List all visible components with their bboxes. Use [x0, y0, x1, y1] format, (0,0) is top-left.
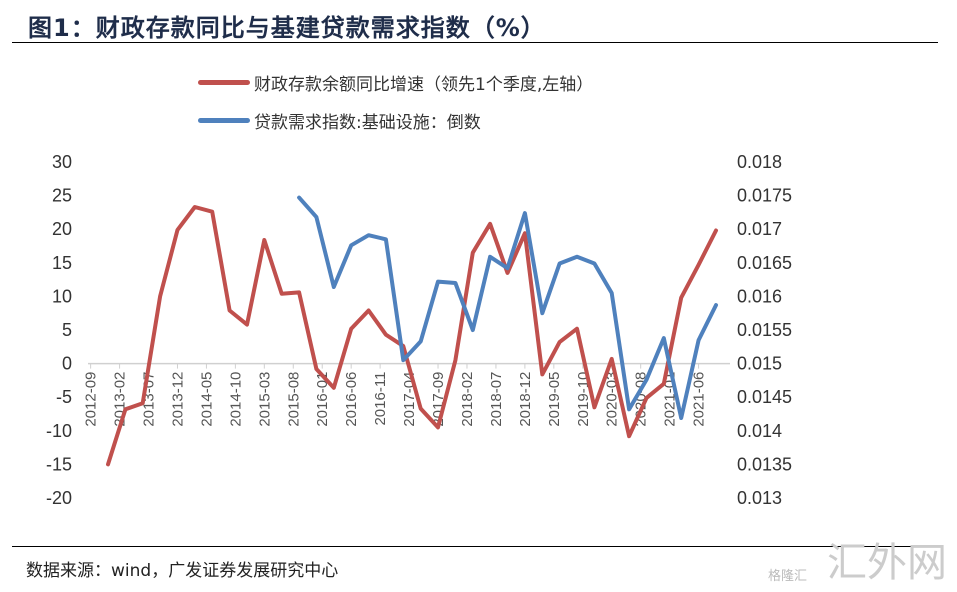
figure-title: 图1：财政存款同比与基建贷款需求指数（%） [28, 14, 546, 42]
y-right-tick-label: 0.013 [737, 488, 782, 508]
y-right-tick-label: 0.018 [737, 152, 782, 172]
y-left-tick-label: -15 [46, 454, 72, 474]
y-left-tick-label: 30 [52, 152, 72, 172]
watermark: 汇外网 [827, 540, 947, 586]
legend-item-loan-demand: 贷款需求指数:基础设施：倒数 [198, 108, 481, 133]
legend-label: 财政存款余额同比增速（领先1个季度,左轴） [254, 75, 594, 95]
series-line-fiscal-deposit [106, 205, 718, 467]
y-right-tick-label: 0.017 [737, 219, 782, 239]
y-right-tick-label: 0.015 [737, 354, 782, 374]
y-left-tick-label: -5 [56, 387, 72, 407]
x-tick-label: 2016-01 [314, 372, 331, 427]
legend-label: 贷款需求指数:基础设施：倒数 [254, 113, 481, 133]
y-right-tick-label: 0.016 [737, 286, 782, 306]
y-right-tick-label: 0.014 [737, 421, 782, 441]
x-tick-label: 2013-12 [169, 372, 186, 427]
x-tick-label: 2019-05 [546, 372, 563, 427]
y-right-tick-label: 0.0155 [737, 320, 792, 340]
y-left-tick-label: 20 [52, 219, 72, 239]
series-line-loan-demand [297, 195, 718, 420]
watermark-sub: 格隆汇 [767, 568, 807, 583]
y-left-tick-label: 10 [52, 286, 72, 306]
x-tick-label: 2015-03 [256, 372, 273, 427]
y-left-tick-label: 0 [62, 354, 72, 374]
x-tick-label: 2013-02 [112, 372, 129, 427]
x-tick-label: 2018-07 [488, 372, 505, 427]
y-right-tick-label: 0.0165 [737, 253, 792, 273]
x-tick-label: 2016-11 [372, 372, 389, 426]
y-left-tick-label: -10 [46, 421, 72, 441]
y-right-tick-label: 0.0135 [737, 454, 792, 474]
x-tick-label: 2012-09 [83, 372, 100, 427]
top-rule [12, 42, 938, 43]
source-note: 数据来源：wind，广发证券发展研究中心 [26, 561, 339, 581]
x-tick-label: 2015-08 [285, 372, 302, 427]
legend-swatch-red [198, 80, 250, 85]
y-left-tick-label: 15 [52, 253, 72, 273]
bottom-rule [12, 546, 938, 547]
x-tick-label: 2018-02 [459, 372, 476, 427]
y-right-tick-label: 0.0145 [737, 387, 792, 407]
x-tick-label: 2016-06 [343, 372, 360, 427]
legend-swatch-blue [198, 118, 250, 123]
legend-item-fiscal-deposit: 财政存款余额同比增速（领先1个季度,左轴） [198, 70, 593, 95]
y-right-tick-label: 0.0175 [737, 186, 792, 206]
x-tick-label: 2021-06 [691, 372, 708, 427]
x-tick-label: 2014-10 [227, 372, 244, 427]
y-left-tick-label: 5 [62, 320, 72, 340]
x-tick-label: 2018-12 [517, 372, 534, 427]
x-tick-label: 2014-05 [198, 372, 215, 427]
y-left-tick-label: -20 [46, 488, 72, 508]
x-tick-label: 2017-04 [401, 372, 418, 427]
y-left-tick-label: 25 [52, 186, 72, 206]
